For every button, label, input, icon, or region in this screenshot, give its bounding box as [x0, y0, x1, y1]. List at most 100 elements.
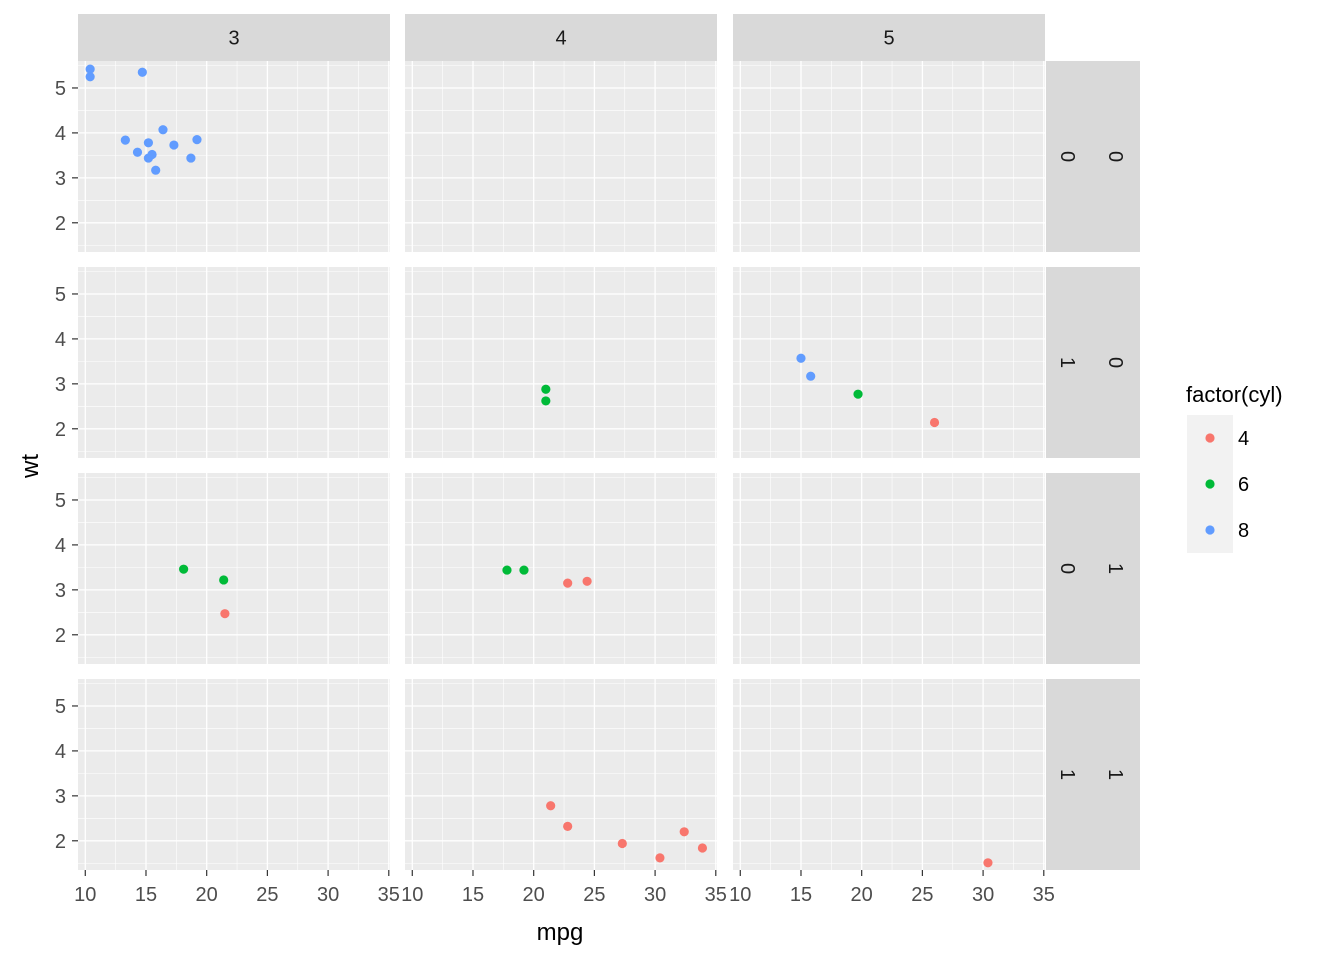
- panel-r3-c1: [78, 473, 390, 664]
- data-point-cyl-8: [186, 153, 196, 163]
- panel-background: [78, 473, 390, 664]
- x-tick-label: 20: [851, 884, 873, 906]
- y-tick-label: 2: [55, 625, 66, 647]
- panel-r3-c2: [405, 473, 717, 664]
- panel-r1-c3: [733, 61, 1045, 252]
- x-tick-label: 20: [196, 884, 218, 906]
- panel-background: [78, 679, 390, 870]
- data-point-cyl-6: [541, 384, 551, 394]
- data-point-cyl-4: [563, 821, 573, 832]
- data-point-cyl-4: [220, 609, 230, 619]
- panel-background: [733, 473, 1045, 664]
- data-point-cyl-4: [546, 801, 556, 811]
- panel-r4-c3: [733, 679, 1045, 870]
- panel-r4-c1: [78, 679, 390, 870]
- x-tick-label: 10: [74, 884, 96, 906]
- legend-key-point: [1205, 433, 1215, 443]
- y-tick-label: 2: [55, 419, 66, 441]
- strip-top-background: [78, 14, 390, 61]
- data-point-cyl-8: [137, 67, 147, 77]
- data-point-cyl-4: [697, 843, 708, 853]
- y-tick-label: 2: [55, 213, 66, 235]
- data-point-cyl-4: [582, 576, 592, 586]
- data-point-cyl-4: [929, 417, 940, 428]
- x-tick-label: 25: [911, 884, 933, 906]
- legend: factor(cyl) 4 6 8: [1186, 382, 1283, 553]
- legend-item-label: 6: [1238, 474, 1249, 496]
- y-tick-label: 4: [55, 741, 66, 763]
- x-tick-label: 10: [401, 884, 423, 906]
- strip-right-background: [1046, 473, 1140, 664]
- panel-r1-c1: [78, 61, 390, 252]
- x-axis-title: mpg: [537, 919, 584, 946]
- facet-strips: 3 4 5 0 0 1 0 0 1 1 1: [78, 14, 1140, 870]
- data-point-cyl-4: [563, 578, 573, 588]
- x-tick-label: 10: [729, 884, 751, 906]
- data-point-cyl-4: [983, 858, 993, 868]
- data-point-cyl-8: [796, 353, 806, 363]
- x-tick-label: 30: [317, 884, 339, 906]
- data-point-cyl-4: [655, 853, 665, 863]
- x-tick-label: 35: [1033, 884, 1055, 906]
- panel-background: [405, 61, 717, 252]
- x-tick-label: 15: [790, 884, 812, 906]
- legend-title: factor(cyl): [1186, 382, 1283, 407]
- data-point-cyl-8: [158, 125, 168, 135]
- strip-right-background: [1046, 267, 1140, 458]
- data-point-cyl-6: [541, 396, 551, 406]
- y-tick-label: 4: [55, 123, 66, 145]
- x-tick-label: 30: [644, 884, 666, 906]
- panel-r2-c1: [78, 267, 390, 458]
- panel-background: [733, 679, 1045, 870]
- panel-background: [733, 267, 1045, 458]
- strip-right-label-vs: 0: [1056, 151, 1078, 162]
- y-tick-label: 3: [55, 374, 66, 396]
- panel-r4-c2: [405, 679, 717, 870]
- data-point-cyl-6: [502, 565, 512, 575]
- strip-right-background: [1046, 61, 1140, 252]
- panel-r1-c2: [405, 61, 717, 252]
- y-tick-label: 5: [55, 284, 66, 306]
- legend-item-8: 8: [1187, 507, 1249, 553]
- panel-background: [405, 267, 717, 458]
- facet-panels: [78, 61, 1045, 870]
- y-tick-label: 4: [55, 535, 66, 557]
- legend-item-label: 8: [1238, 520, 1249, 542]
- legend-key-point: [1205, 479, 1215, 489]
- legend-item-6: 6: [1187, 461, 1249, 507]
- data-point-cyl-8: [120, 135, 130, 145]
- data-point-cyl-6: [219, 575, 229, 585]
- panel-background: [78, 267, 390, 458]
- panel-background: [405, 679, 717, 870]
- data-point-cyl-8: [806, 371, 816, 381]
- strip-right-label-vs: 1: [1056, 357, 1078, 368]
- y-tick-label: 3: [55, 580, 66, 602]
- y-tick-label: 5: [55, 78, 66, 100]
- panel-background: [78, 61, 390, 252]
- data-point-cyl-8: [85, 72, 95, 82]
- legend-key-point: [1205, 525, 1215, 535]
- data-point-cyl-6: [853, 389, 863, 399]
- x-tick-label: 35: [705, 884, 727, 906]
- data-point-cyl-8: [192, 135, 202, 145]
- panel-background: [733, 61, 1045, 252]
- x-tick-label: 20: [523, 884, 545, 906]
- legend-item-label: 4: [1238, 428, 1249, 450]
- data-point-cyl-8: [169, 140, 179, 150]
- panel-r2-c3: [733, 267, 1045, 458]
- strip-right-label-vs: 1: [1056, 769, 1078, 780]
- strip-right-label-am: 1: [1104, 769, 1126, 780]
- x-tick-label: 25: [256, 884, 278, 906]
- strip-right-label-am: 1: [1104, 563, 1126, 574]
- strip-top-label: 5: [883, 28, 894, 50]
- y-tick-label: 2: [55, 831, 66, 853]
- strip-right-label-am: 0: [1104, 357, 1126, 368]
- panel-r2-c2: [405, 267, 717, 458]
- data-points: [85, 64, 993, 868]
- strip-right-label-am: 0: [1104, 151, 1126, 162]
- x-tick-label: 15: [462, 884, 484, 906]
- y-tick-label: 5: [55, 696, 66, 718]
- y-tick-label: 3: [55, 786, 66, 808]
